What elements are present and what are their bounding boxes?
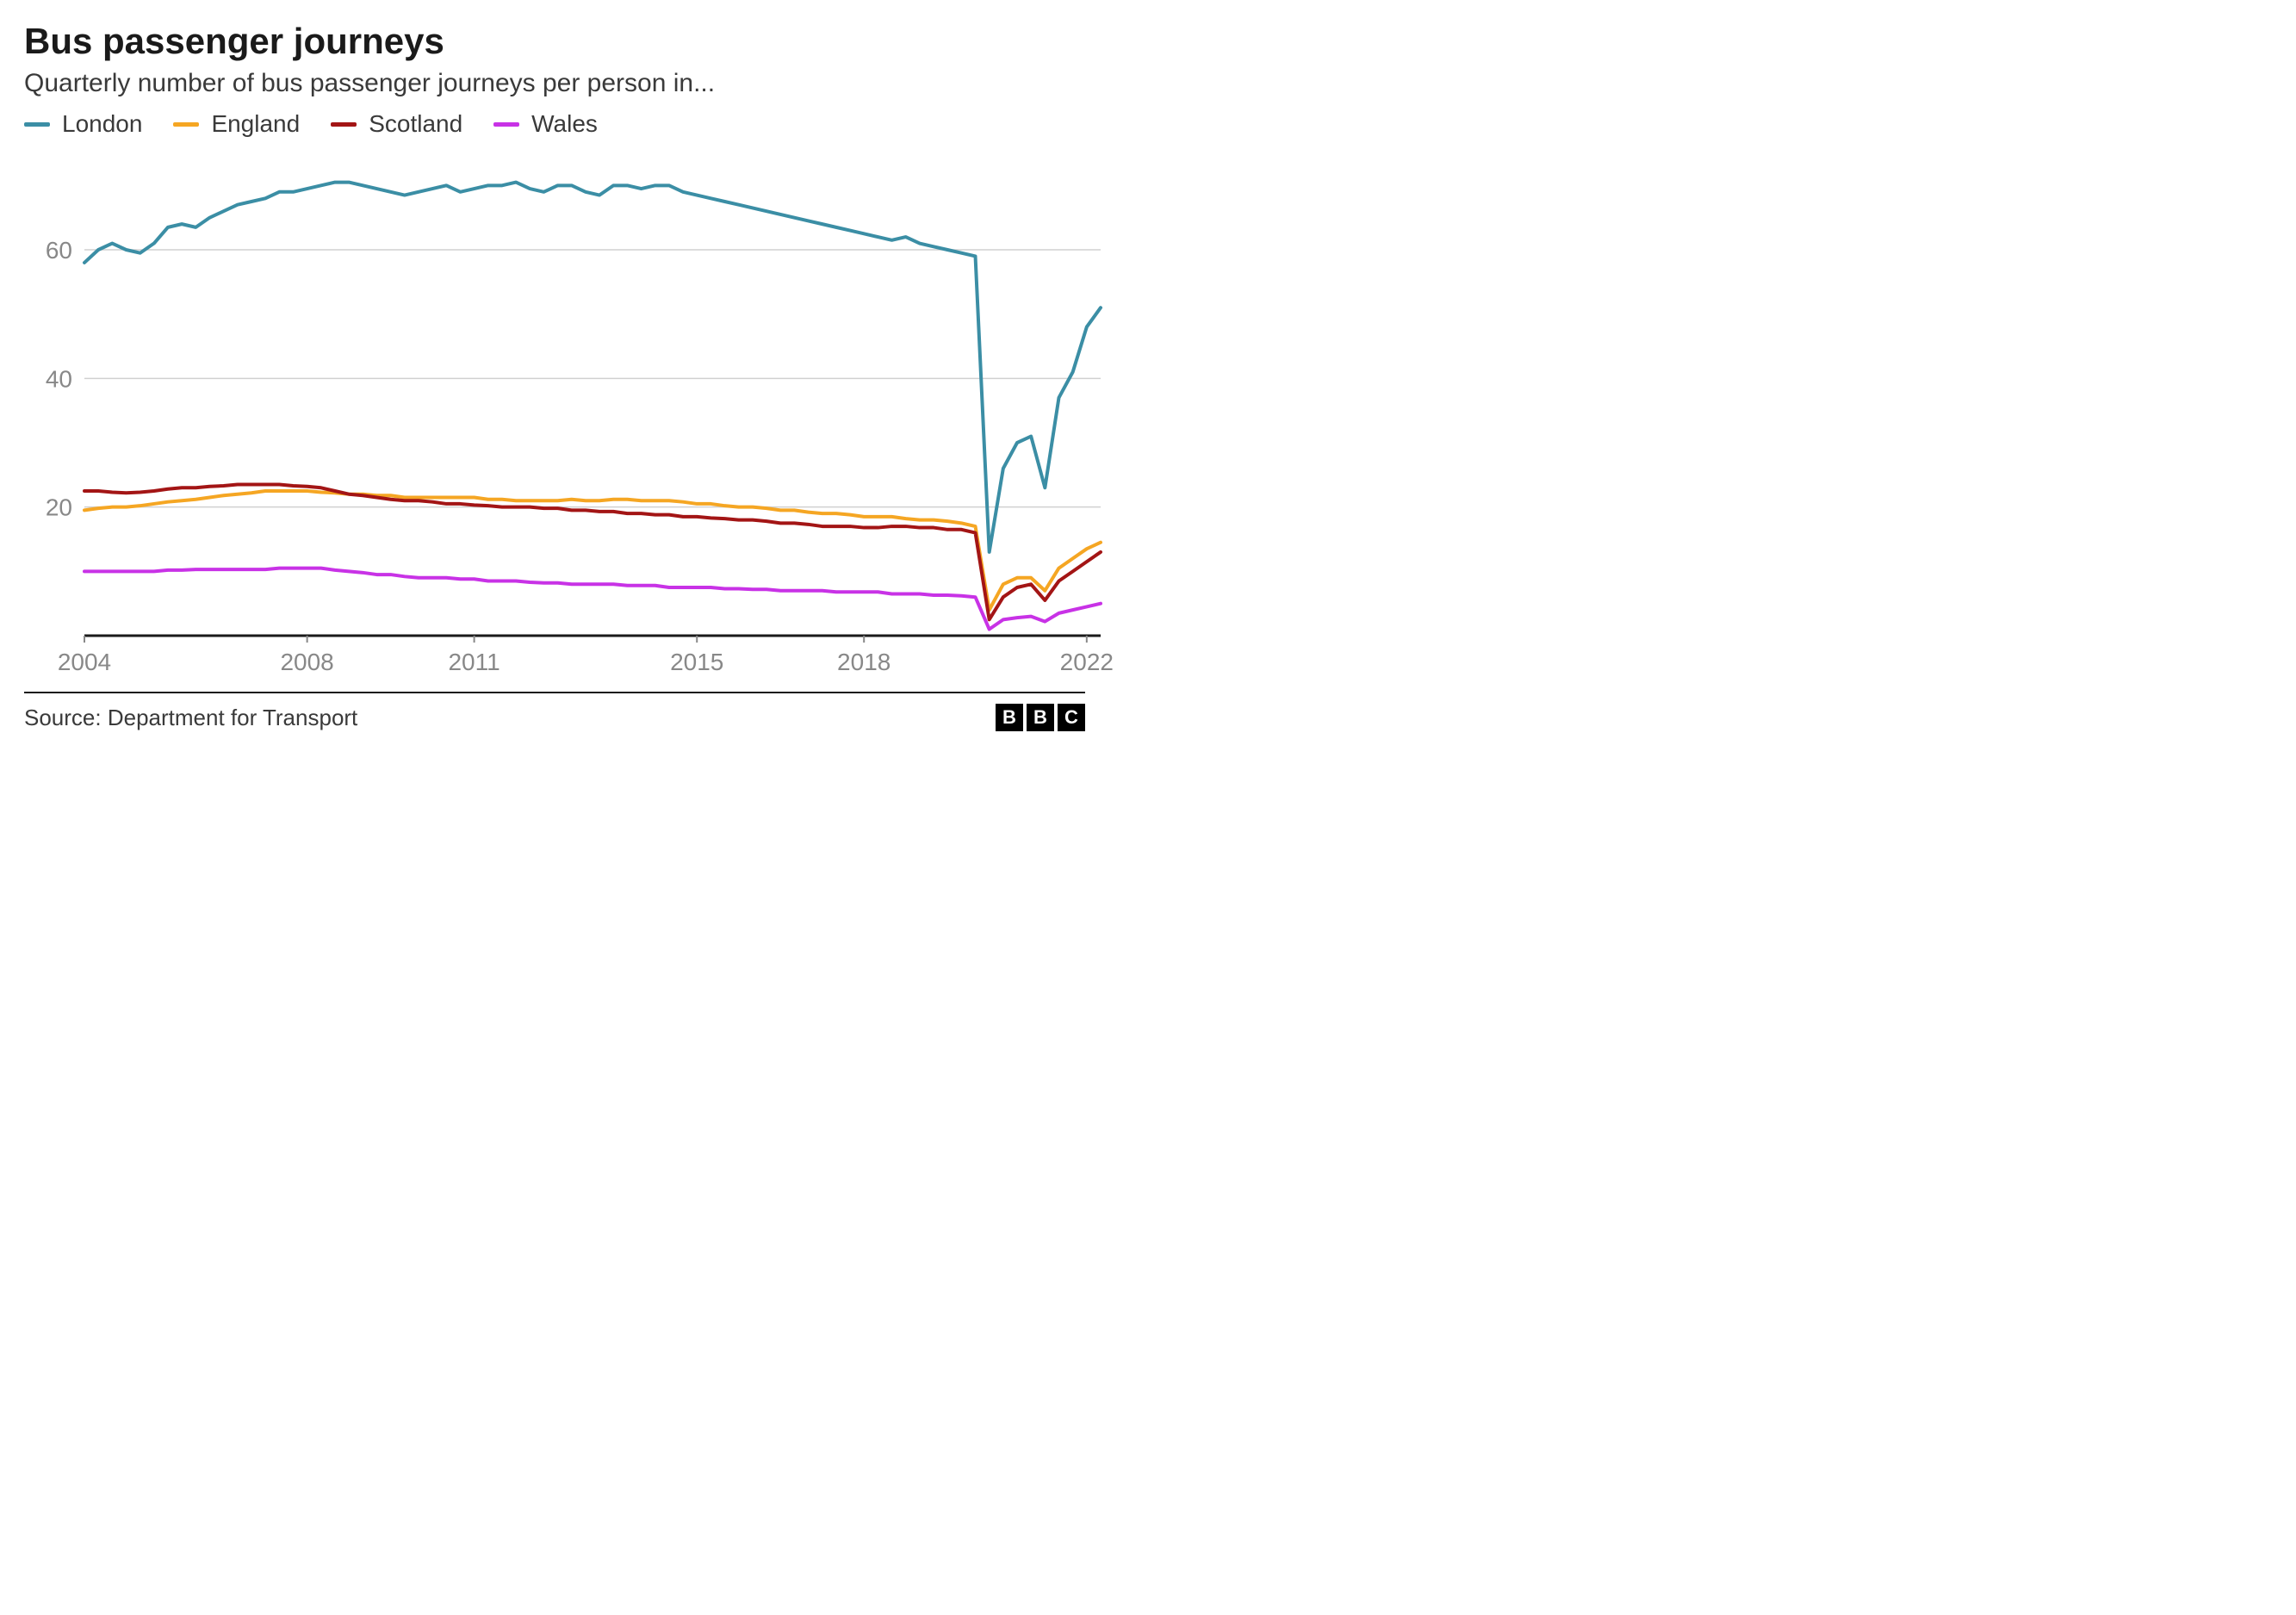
- logo-block: B: [1027, 704, 1054, 731]
- x-tick-label: 2022: [1060, 649, 1114, 675]
- source-text: Source: Department for Transport: [24, 705, 357, 731]
- chart-svg: 20 40 60 2004 2008 2011 2015 2018 2022: [24, 145, 1118, 679]
- legend-item: London: [24, 110, 142, 138]
- x-tick-label: 2008: [280, 649, 333, 675]
- y-tick-label: 40: [46, 365, 72, 392]
- chart-container: Bus passenger journeys Quarterly number …: [0, 0, 1102, 745]
- y-tick-label: 60: [46, 237, 72, 264]
- legend-label: Wales: [531, 110, 598, 138]
- legend-label: England: [211, 110, 300, 138]
- x-tick-label: 2011: [448, 649, 500, 675]
- x-tick-label: 2004: [58, 649, 111, 675]
- legend-item: England: [173, 110, 300, 138]
- legend-label: Scotland: [369, 110, 462, 138]
- logo-block: C: [1058, 704, 1085, 731]
- legend-label: London: [62, 110, 142, 138]
- bbc-logo: BBC: [996, 704, 1085, 731]
- legend-swatch: [493, 122, 519, 127]
- x-tick-label: 2015: [670, 649, 723, 675]
- logo-block: B: [996, 704, 1023, 731]
- legend-swatch: [173, 122, 199, 127]
- series-line-scotland: [84, 485, 1101, 620]
- legend-swatch: [331, 122, 357, 127]
- plot-area: 204060200420082011201520182022: [24, 145, 1085, 683]
- x-tick-label: 2018: [837, 649, 890, 675]
- series-line-england: [84, 491, 1101, 610]
- legend-item: Wales: [493, 110, 598, 138]
- chart-subtitle: Quarterly number of bus passenger journe…: [24, 69, 1085, 98]
- series-line-wales: [84, 568, 1101, 630]
- series-line-london: [84, 183, 1101, 552]
- legend-item: Scotland: [331, 110, 462, 138]
- legend-swatch: [24, 122, 50, 127]
- chart-legend: London England Scotland Wales: [24, 110, 1085, 138]
- y-tick-label: 20: [46, 494, 72, 521]
- chart-footer: Source: Department for Transport BBC: [24, 692, 1085, 731]
- chart-title: Bus passenger journeys: [24, 21, 1085, 62]
